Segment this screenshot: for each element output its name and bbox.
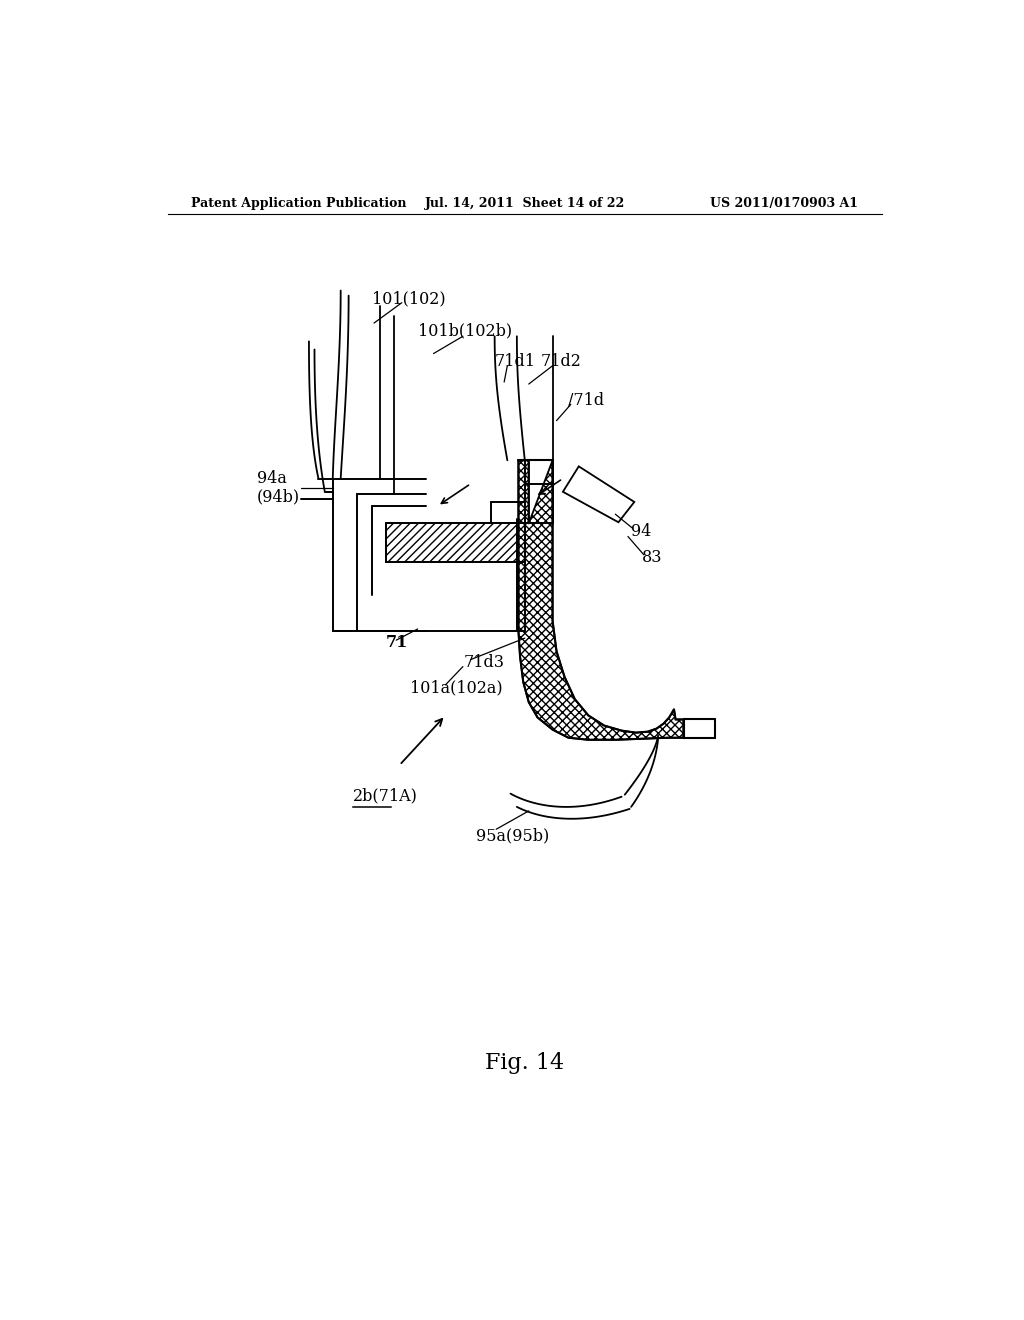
Text: 83: 83 — [642, 549, 663, 566]
Text: Patent Application Publication: Patent Application Publication — [191, 197, 407, 210]
Text: 101(102): 101(102) — [373, 290, 446, 308]
Text: US 2011/0170903 A1: US 2011/0170903 A1 — [710, 197, 858, 210]
Text: /71d: /71d — [568, 392, 604, 409]
Text: 71d2: 71d2 — [541, 354, 582, 370]
Polygon shape — [563, 466, 634, 523]
Text: Fig. 14: Fig. 14 — [485, 1052, 564, 1074]
Text: 71d3: 71d3 — [464, 653, 505, 671]
Polygon shape — [518, 461, 684, 739]
Text: Jul. 14, 2011  Sheet 14 of 22: Jul. 14, 2011 Sheet 14 of 22 — [425, 197, 625, 210]
Text: 101b(102b): 101b(102b) — [418, 322, 512, 339]
Text: 71d1: 71d1 — [495, 354, 536, 370]
Text: 71: 71 — [386, 634, 409, 651]
Text: (94b): (94b) — [257, 488, 300, 506]
Text: 101a(102a): 101a(102a) — [410, 680, 503, 697]
Text: 2b(71A): 2b(71A) — [352, 787, 418, 804]
Bar — [386, 523, 524, 562]
Text: 94: 94 — [631, 523, 651, 540]
Text: 95a(95b): 95a(95b) — [475, 828, 549, 845]
Text: 94a: 94a — [257, 470, 287, 487]
